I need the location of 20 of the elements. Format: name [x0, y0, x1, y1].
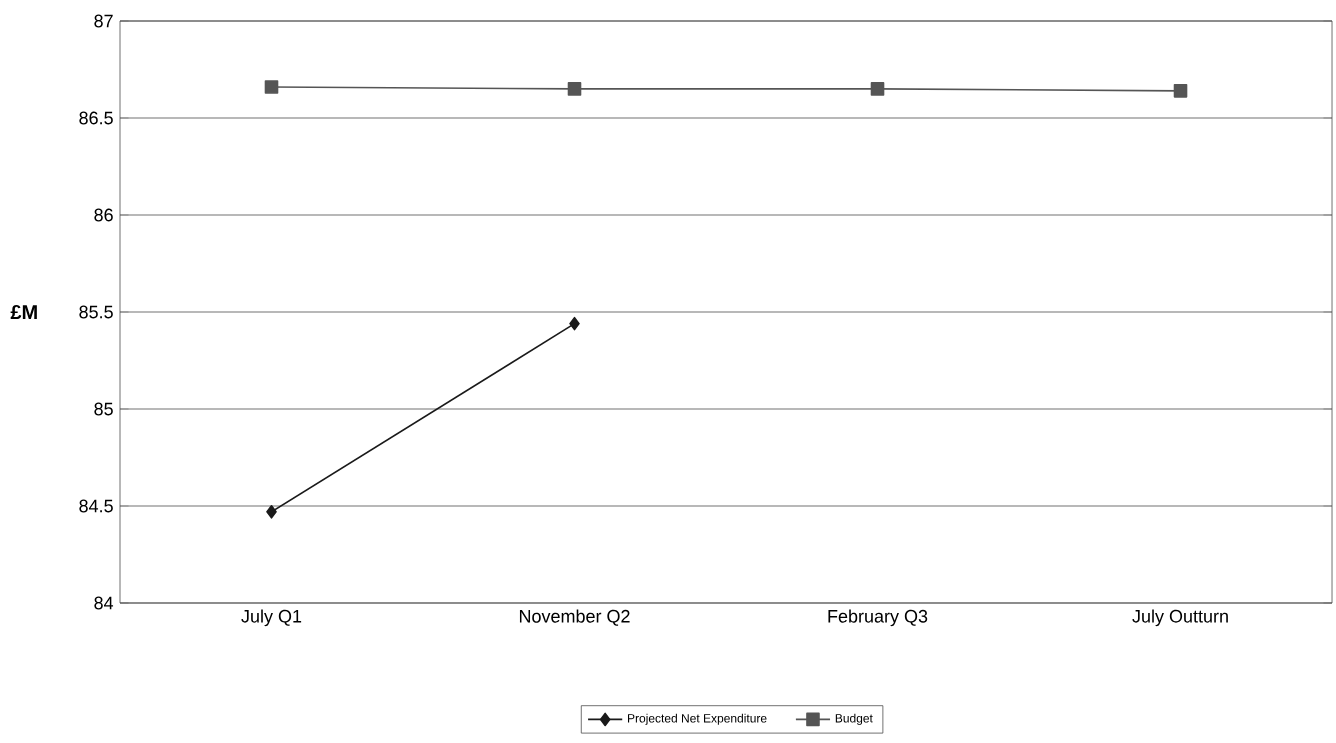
- y-tick-label: 85: [94, 402, 113, 416]
- point: [264, 80, 279, 94]
- point: [266, 505, 277, 519]
- point: [1173, 84, 1188, 98]
- y-tick-label: 87: [94, 14, 113, 28]
- y-tick-label: 86.5: [79, 111, 113, 125]
- x-tick-label: July Outturn: [1132, 609, 1228, 627]
- y-tick-label: 85.5: [79, 305, 113, 319]
- x-tick-label: February Q3: [828, 609, 928, 627]
- y-tick-label: 86: [94, 208, 113, 222]
- point: [569, 316, 580, 331]
- y-tick-label: 84.5: [79, 499, 113, 513]
- y-axis-title: £M: [10, 305, 37, 319]
- y-tick-label: 84: [94, 596, 114, 610]
- point: [567, 82, 582, 96]
- point: [870, 82, 885, 96]
- x-tick-label: July Q1: [241, 609, 302, 627]
- legend-label: Budget: [835, 713, 873, 725]
- x-tick-label: November Q2: [519, 609, 630, 626]
- legend-label: Projected Net Expenditure: [627, 713, 767, 725]
